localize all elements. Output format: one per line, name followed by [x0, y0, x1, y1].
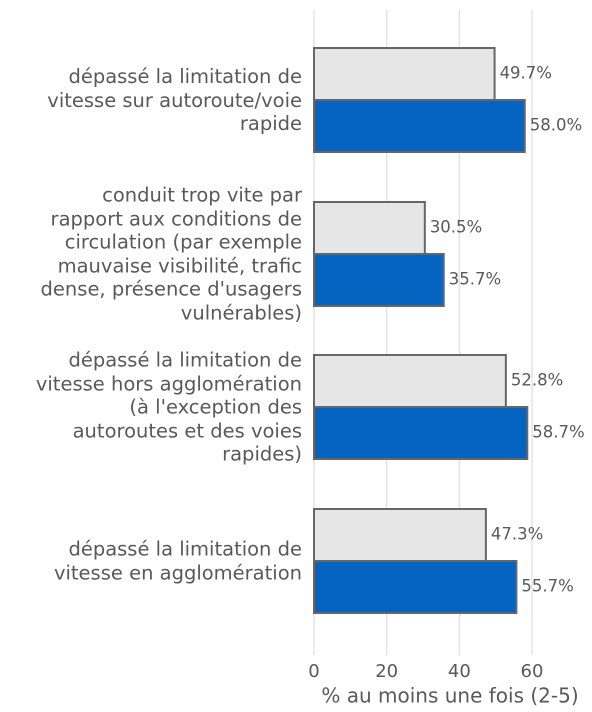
x-tick-label: 20 — [375, 661, 398, 682]
x-tick-label: 60 — [521, 661, 544, 682]
bar — [313, 47, 496, 101]
x-tick-label: 40 — [448, 661, 471, 682]
value-label: 58.0% — [530, 116, 582, 135]
category-label: dépassé la limitation de vitesse hors ag… — [35, 348, 302, 466]
bar — [313, 99, 526, 153]
category-label: dépassé la limitation de vitesse sur aut… — [47, 64, 302, 135]
value-label: 47.3% — [491, 525, 543, 544]
bar — [313, 253, 445, 307]
bar — [313, 560, 518, 614]
bar — [313, 354, 507, 408]
x-axis-label: % au moins une fois (2-5) — [321, 684, 578, 708]
value-label: 55.7% — [521, 577, 573, 596]
value-label: 58.7% — [532, 423, 584, 442]
value-label: 52.8% — [511, 371, 563, 390]
category-label: dépassé la limitation de vitesse en aggl… — [53, 537, 302, 585]
x-tick-label: 0 — [308, 661, 319, 682]
bar — [313, 201, 426, 255]
value-label: 35.7% — [449, 270, 501, 289]
value-label: 30.5% — [430, 218, 482, 237]
category-label: conduit trop vite par rapport aux condit… — [40, 183, 302, 325]
bar — [313, 406, 529, 460]
bar — [313, 508, 487, 562]
value-label: 49.7% — [500, 64, 552, 83]
